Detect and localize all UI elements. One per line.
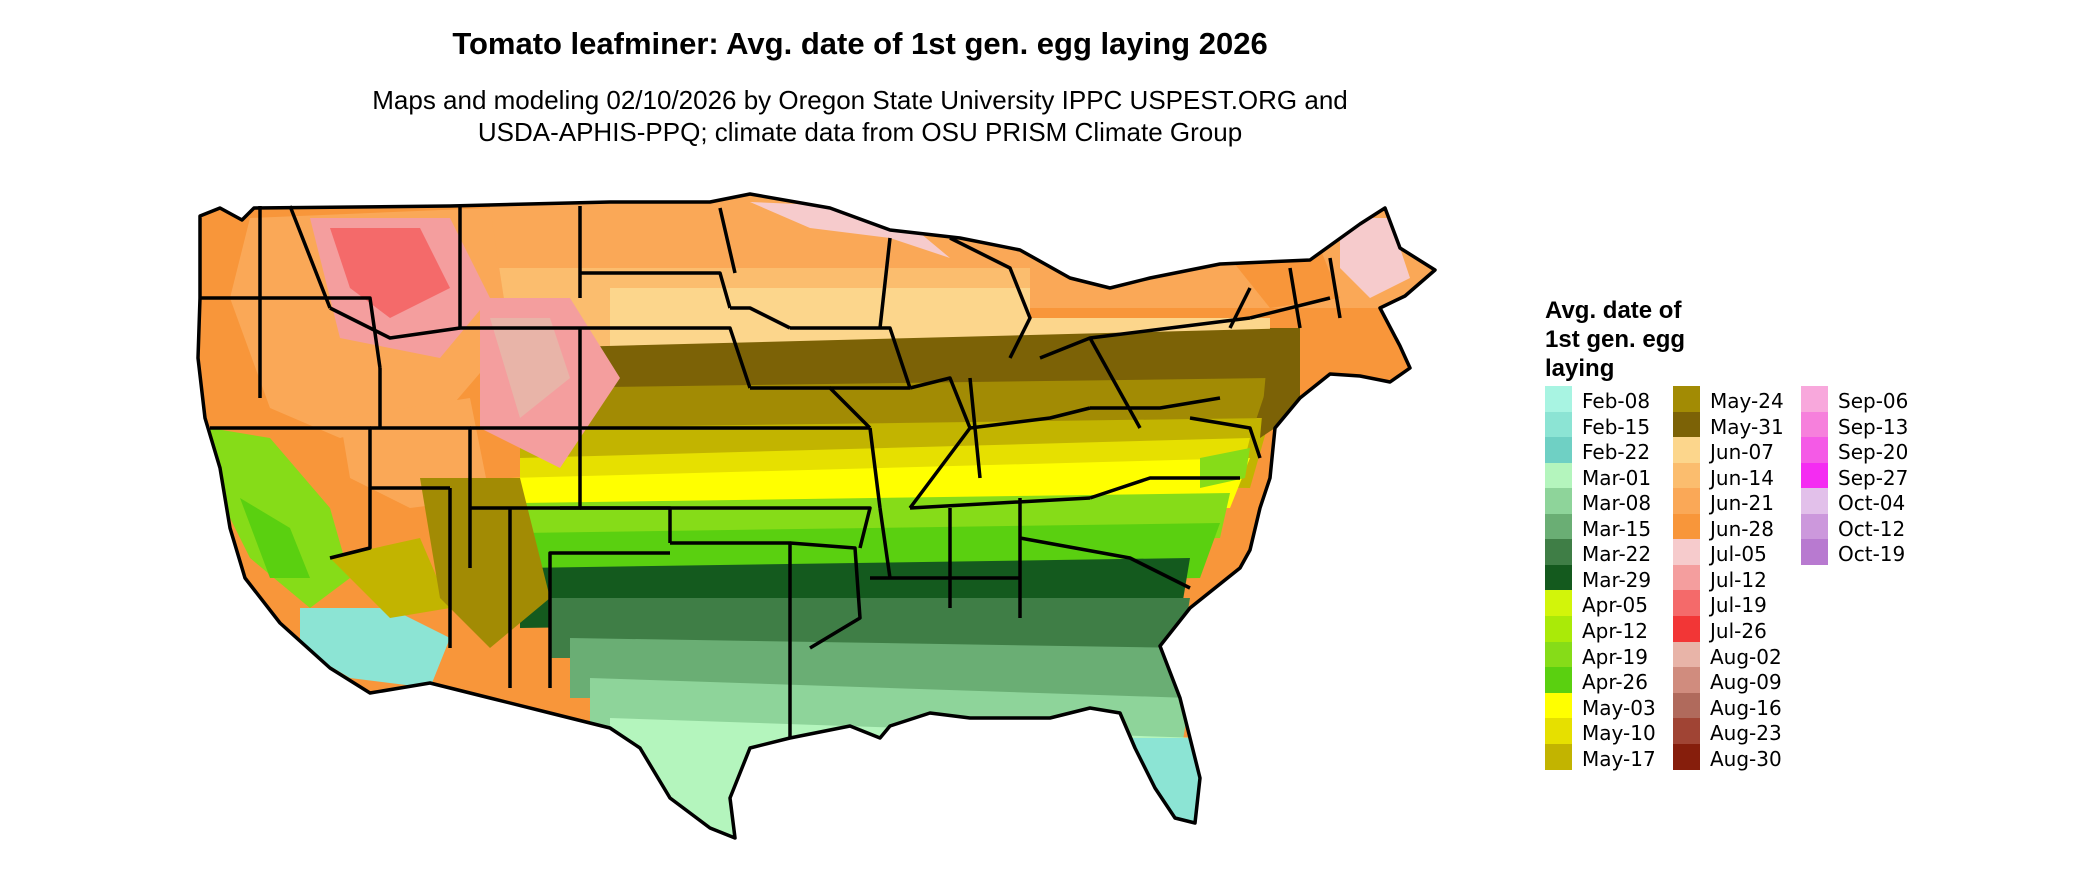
legend-swatch (1545, 488, 1572, 515)
legend-swatch (1801, 386, 1828, 412)
legend-label: Jun-07 (1710, 440, 1774, 465)
legend-label: Sep-06 (1838, 389, 1909, 413)
legend-label: Oct-04 (1838, 491, 1906, 516)
conus-map (196, 192, 1437, 840)
legend-label: Jun-28 (1710, 516, 1774, 541)
legend-label: Aug-30 (1710, 746, 1782, 771)
legend-swatch (1673, 692, 1700, 719)
legend-label: Apr-05 (1582, 593, 1648, 618)
legend-swatch (1545, 718, 1572, 745)
legend-label: Jul-26 (1710, 618, 1767, 643)
legend-swatch (1673, 590, 1700, 617)
legend-swatch (1801, 411, 1828, 438)
legend-swatch (1545, 437, 1572, 464)
legend-swatch (1801, 539, 1828, 566)
legend-swatch (1801, 462, 1828, 489)
legend-label: Sep-27 (1838, 465, 1909, 490)
egg-laying-date-raster (198, 194, 1435, 838)
legend-swatch (1545, 692, 1572, 719)
legend-swatch (1801, 437, 1828, 464)
legend-label: May-17 (1582, 746, 1656, 771)
legend-label: Jul-12 (1710, 567, 1767, 592)
legend-label: Aug-02 (1710, 644, 1782, 669)
legend-swatch (1673, 513, 1700, 540)
legend-label: Oct-12 (1838, 516, 1906, 541)
legend-label: May-03 (1582, 695, 1656, 720)
legend-swatch (1545, 411, 1572, 438)
legend-title-line: Avg. date of (1545, 297, 1682, 324)
legend-label: Apr-12 (1582, 618, 1648, 643)
legend-label: Aug-09 (1710, 670, 1782, 695)
legend-label: Sep-20 (1838, 440, 1909, 465)
legend-label: May-24 (1710, 389, 1784, 413)
legend-swatch (1545, 539, 1572, 566)
legend-swatch (1673, 743, 1700, 770)
legend-swatch (1545, 386, 1572, 412)
legend-label: May-31 (1710, 414, 1784, 439)
legend-swatch (1673, 411, 1700, 438)
legend-label: Apr-19 (1582, 644, 1648, 669)
legend-swatch (1673, 564, 1700, 591)
legend-label: Mar-08 (1582, 491, 1652, 516)
legend-title: Avg. date of 1st gen. egg laying (1545, 296, 1745, 383)
legend-swatch (1545, 564, 1572, 591)
legend-swatch (1545, 641, 1572, 668)
legend-label: Jun-21 (1710, 491, 1774, 516)
map-subtitle: Maps and modeling 02/10/2026 by Oregon S… (0, 84, 1720, 148)
legend-swatch (1801, 488, 1828, 515)
legend-swatch (1673, 437, 1700, 464)
legend-swatch (1545, 743, 1572, 770)
legend-swatch (1673, 386, 1700, 412)
legend-label: Mar-22 (1582, 542, 1652, 567)
legend-label: Mar-15 (1582, 516, 1652, 541)
map-title: Tomato leafminer: Avg. date of 1st gen. … (452, 26, 1268, 61)
legend-swatch (1545, 462, 1572, 489)
legend-label: Jun-14 (1710, 465, 1774, 490)
legend-label: Mar-29 (1582, 567, 1652, 592)
legend-swatch (1545, 667, 1572, 694)
legend-label: Jul-05 (1710, 542, 1767, 567)
subtitle-line: USDA-APHIS-PPQ; climate data from OSU PR… (477, 117, 1243, 147)
legend-title-line: 1st gen. egg (1545, 326, 1686, 353)
legend-label: Feb-22 (1582, 440, 1651, 465)
legend-swatch (1801, 513, 1828, 540)
subtitle-line: Maps and modeling 02/10/2026 by Oregon S… (372, 85, 1348, 115)
legend-label: Jul-19 (1710, 593, 1767, 618)
state-boundaries (196, 192, 1437, 840)
legend-title-line: laying (1545, 355, 1615, 382)
legend-swatch (1673, 488, 1700, 515)
legend-label: Mar-01 (1582, 465, 1652, 490)
legend-swatch (1673, 615, 1700, 642)
legend-swatch (1673, 667, 1700, 694)
legend-label: Sep-13 (1838, 414, 1909, 439)
legend-label: Aug-16 (1710, 695, 1782, 720)
legend-swatch (1673, 641, 1700, 668)
legend-swatch (1545, 615, 1572, 642)
legend-swatch (1545, 513, 1572, 540)
legend-label: Aug-23 (1710, 721, 1782, 746)
legend-swatch (1673, 718, 1700, 745)
legend-swatch (1673, 462, 1700, 489)
legend-label: Apr-26 (1582, 670, 1648, 695)
legend-swatch (1673, 539, 1700, 566)
map-legend: Avg. date of 1st gen. egg laying Feb-08 F… (1545, 296, 2085, 786)
legend-swatch (1545, 590, 1572, 617)
legend-label: May-10 (1582, 721, 1656, 746)
legend-label: Oct-19 (1838, 542, 1906, 567)
legend-label: Feb-15 (1582, 414, 1651, 439)
legend-label: Feb-08 (1582, 389, 1651, 413)
